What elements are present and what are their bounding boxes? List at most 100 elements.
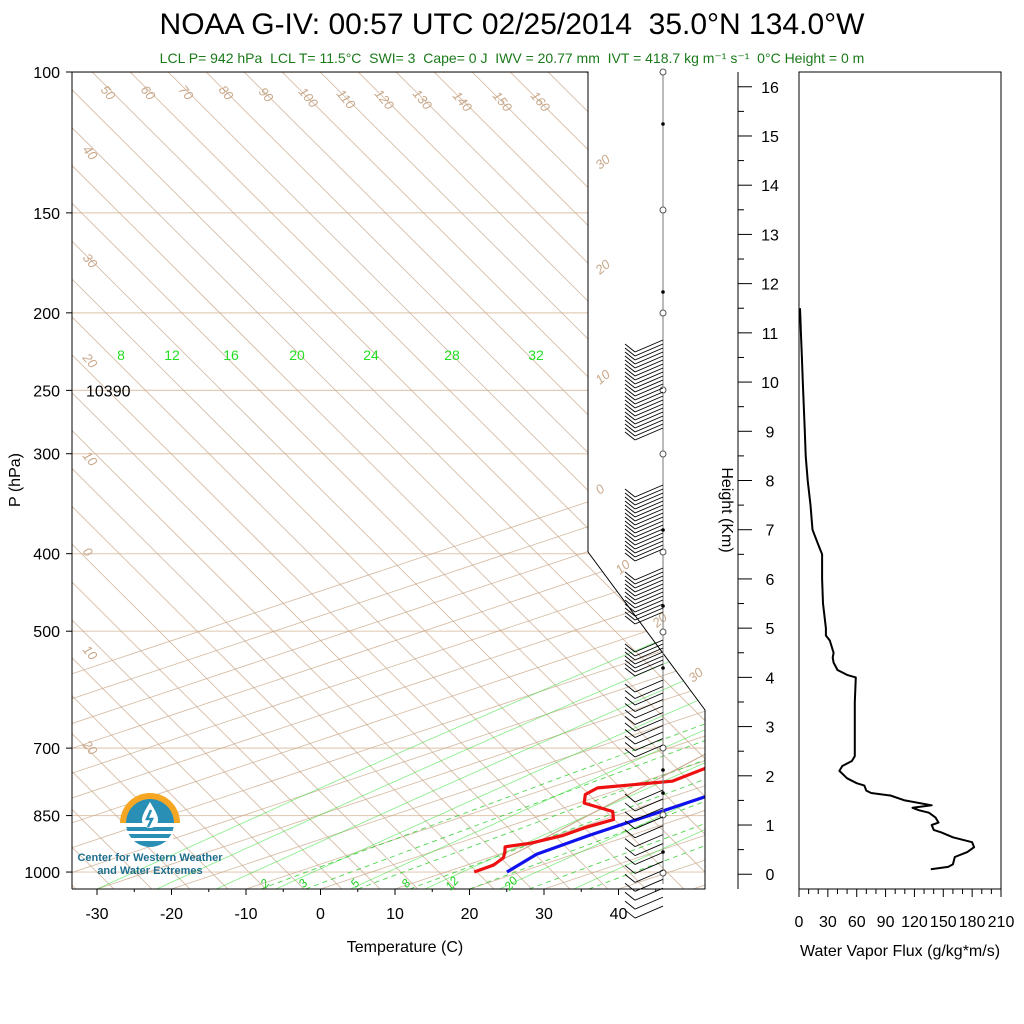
wind-barb-flag: [624, 655, 636, 665]
cw3e-logo: Center for Western Weather and Water Ext…: [70, 785, 230, 878]
wind-calm-circle: [659, 309, 667, 317]
isotherm-line: [72, 72, 705, 889]
wind-barb: [634, 512, 664, 526]
isotherm-line: [96, 72, 705, 889]
wind-barb: [634, 663, 664, 677]
wind-barb: [634, 738, 664, 751]
y-tick-label: 850: [33, 809, 60, 826]
wind-barb-flag: [624, 667, 636, 677]
dry-adiabat-line: [393, 72, 705, 889]
wind-barb-flag: [624, 379, 636, 389]
wind-barb: [634, 611, 664, 625]
wind-barb: [634, 807, 664, 821]
wind-barb-flag: [624, 811, 636, 821]
wind-barb: [634, 548, 664, 562]
isotherm-line: [72, 72, 705, 889]
wind-barb-flag: [624, 488, 636, 498]
isotherm-line: [618, 72, 705, 889]
sounding-summary: LCL P= 942 hPa LCL T= 11.5°C SWI= 3 Cape…: [159, 50, 865, 66]
wind-barb-flag: [624, 716, 636, 725]
wind-barb: [634, 651, 664, 665]
height-tick-label: 7: [766, 523, 775, 540]
wind-barb: [634, 686, 664, 699]
dry-adiabat-line: [888, 32, 1024, 929]
height-tick-label: 5: [766, 621, 775, 638]
wind-barb-flag: [624, 351, 636, 361]
dry-adiabat-label: 10: [612, 556, 633, 577]
dry-adiabat-line: [72, 72, 421, 889]
dry-adiabat-line: [317, 72, 705, 889]
dry-adiabat-label: 130: [410, 86, 436, 113]
isotherm-line: [768, 72, 1024, 889]
x-tick-label: -10: [234, 906, 257, 923]
wind-barb-flag: [624, 496, 636, 506]
flux-x-tick-label: 60: [848, 914, 866, 931]
wind-barb: [634, 484, 664, 498]
dry-adiabat-line: [203, 72, 705, 889]
wind-barb-flag: [624, 540, 636, 550]
wind-barb-flag: [624, 375, 636, 385]
wind-barb: [634, 825, 664, 839]
wind-barb: [634, 843, 664, 856]
height-tick-label: 14: [761, 178, 779, 195]
height-tick-label: 9: [766, 424, 775, 441]
wind-barb-flag: [624, 411, 636, 421]
dry-adiabat-line: [545, 72, 705, 889]
wind-barb: [634, 639, 664, 653]
wind-barb-flag: [624, 520, 636, 530]
wind-barb: [634, 905, 664, 919]
wind-dot: [661, 290, 665, 294]
dry-adiabat-label: 110: [334, 86, 359, 112]
x-tick-label: 0: [316, 906, 325, 923]
wind-barb-flag: [624, 663, 636, 673]
moist-adiabat-line: [424, 345, 705, 889]
wind-barb: [634, 387, 664, 401]
wind-barb-flag: [624, 575, 636, 585]
wind-barb-flag: [624, 431, 636, 441]
flux-x-axis-label: Water Vapor Flux (g/kg*m/s): [800, 943, 1000, 960]
wind-barb: [634, 351, 664, 365]
wind-calm-circle: [659, 206, 667, 214]
wind-dot: [661, 666, 665, 670]
wind-barb-flag: [624, 583, 636, 593]
wind-barb: [634, 567, 664, 581]
mixing-ratio-line: [409, 553, 705, 889]
flux-x-tick-label: 30: [819, 914, 837, 931]
wind-barb: [634, 725, 664, 738]
wind-barb: [634, 878, 664, 892]
dry-adiabat-line: [72, 72, 459, 889]
wind-barb: [634, 816, 664, 830]
height-tick-label: 11: [762, 326, 779, 343]
height-annotation: 10390: [86, 383, 131, 400]
wind-barb-flag: [624, 595, 636, 605]
flux-x-tick-label: 0: [795, 914, 804, 931]
wind-barb: [634, 520, 664, 534]
isotherm-line: [543, 72, 705, 889]
dry-adiabat-line: [774, 32, 1024, 929]
wind-barb: [634, 607, 664, 621]
logo-text-line1: Center for Western Weather: [77, 852, 223, 864]
wind-barb-flag: [624, 599, 636, 609]
temperature-trace: [473, 328, 705, 874]
wind-dot: [661, 604, 665, 608]
wind-barb: [634, 528, 664, 542]
wind-barb: [634, 359, 664, 373]
wind-barb-flag: [624, 516, 636, 526]
wind-barb-flag: [624, 643, 636, 653]
isotherm-line: [72, 72, 705, 889]
dry-adiabat-label: 50: [98, 82, 119, 103]
moist-adiabat-line: [350, 345, 705, 889]
wind-barb: [634, 415, 664, 429]
wind-barb-flag: [624, 882, 636, 892]
height-tick-label: 3: [766, 720, 775, 737]
wind-barb: [634, 423, 664, 437]
wind-barb: [634, 395, 664, 409]
wind-calm-circle: [659, 811, 667, 819]
mixing-ratio-line: [528, 553, 705, 889]
wind-barb: [634, 705, 664, 719]
wind-barb: [634, 571, 664, 585]
wind-barb: [634, 718, 664, 732]
height-axis-label: Height (Km): [718, 467, 735, 552]
mixing-ratio-label: 12: [442, 874, 462, 893]
wind-barb: [634, 379, 664, 393]
